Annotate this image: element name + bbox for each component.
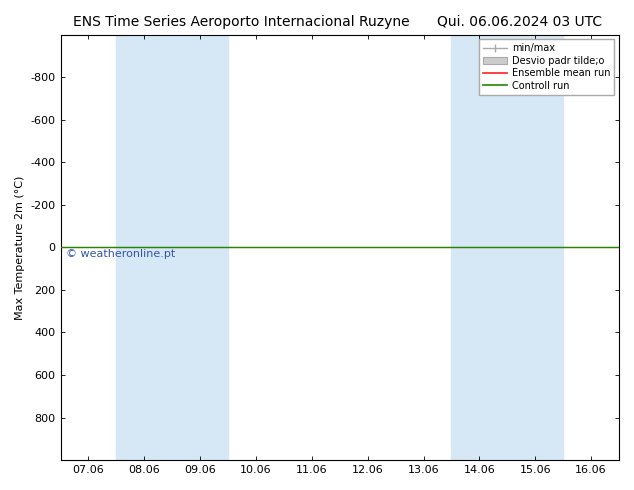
Text: © weatheronline.pt: © weatheronline.pt	[66, 249, 176, 259]
Bar	[117, 35, 228, 460]
Text: ENS Time Series Aeroporto Internacional Ruzyne: ENS Time Series Aeroporto Internacional …	[73, 15, 409, 29]
Y-axis label: Max Temperature 2m (°C): Max Temperature 2m (°C)	[15, 175, 25, 319]
Text: Qui. 06.06.2024 03 UTC: Qui. 06.06.2024 03 UTC	[437, 15, 602, 29]
Bar	[451, 35, 563, 460]
Legend: min/max, Desvio padr tilde;o, Ensemble mean run, Controll run: min/max, Desvio padr tilde;o, Ensemble m…	[479, 40, 614, 95]
